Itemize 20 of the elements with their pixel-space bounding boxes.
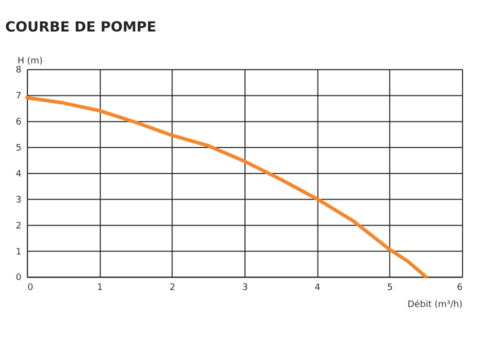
x-tick-label: 2 — [170, 283, 176, 294]
x-tick-label: 1 — [97, 283, 103, 294]
y-tick-label: 0 — [16, 273, 22, 284]
x-tick-label: 0 — [27, 283, 34, 294]
y-tick-label: 3 — [16, 195, 22, 206]
y-tick-label: 8 — [16, 66, 22, 76]
x-tick-label: 6 — [456, 283, 463, 294]
line-series — [25, 96, 428, 278]
x-tick-label: 5 — [387, 283, 393, 294]
y-tick-label: 6 — [16, 118, 22, 128]
y-tick-label: 4 — [16, 169, 22, 180]
y-axis-title: H (m) — [17, 56, 43, 67]
x-axis-title: Débit (m³/h) — [408, 299, 463, 310]
y-tick-label: 5 — [16, 144, 22, 154]
y-tick-label: 1 — [16, 247, 22, 258]
x-tick-label: 4 — [314, 283, 321, 294]
x-tick-label: 3 — [242, 283, 248, 294]
y-tick-label: 2 — [16, 221, 22, 232]
y-tick-label: 7 — [16, 92, 22, 102]
chart-title: COURBE DE POMPE — [5, 19, 156, 36]
